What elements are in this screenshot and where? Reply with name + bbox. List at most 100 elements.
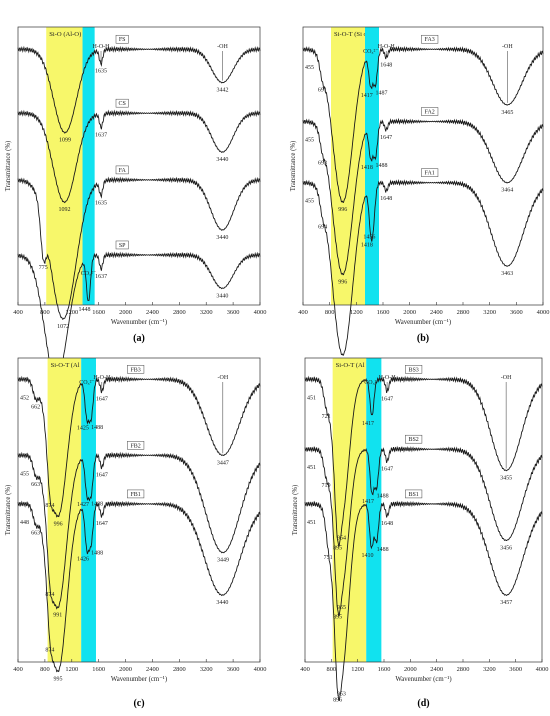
marker-label: -OH bbox=[502, 44, 513, 50]
band-label: Si-O (Al-O) bbox=[49, 31, 81, 38]
series-name-box bbox=[115, 34, 129, 44]
chart-panel-d: Si-O-T (Al or Si) 400 800 1200 1600 2000 2400 2… bbox=[292, 357, 549, 709]
peak-label: 1635 bbox=[95, 69, 107, 75]
peak-label: 448 bbox=[20, 520, 29, 526]
peak-label: 955 bbox=[337, 605, 346, 611]
peak-label: 452 bbox=[20, 395, 29, 401]
series-line-fa1 bbox=[302, 179, 544, 356]
x-tick-label: 1600 bbox=[92, 666, 105, 673]
peak-label: 991 bbox=[53, 613, 62, 619]
series-name-bs2: BS2 bbox=[408, 437, 418, 443]
series-name-cs: CS bbox=[119, 101, 126, 107]
peak-label: 874 bbox=[45, 648, 54, 654]
peak-label: 3464 bbox=[501, 188, 513, 194]
series-name-box bbox=[127, 489, 145, 499]
peak-label: 1647 bbox=[380, 135, 392, 141]
series-line-cs bbox=[17, 109, 261, 204]
peak-label: 721 bbox=[322, 414, 331, 420]
series-line-fa2 bbox=[302, 117, 544, 276]
series-line-bs1 bbox=[304, 500, 543, 702]
panel-caption: (b) bbox=[417, 333, 429, 344]
x-tick-label: 3600 bbox=[509, 666, 522, 673]
x-tick-label: 2800 bbox=[457, 309, 470, 316]
x-tick-label: 2000 bbox=[404, 666, 417, 673]
peak-label: 3440 bbox=[216, 600, 228, 606]
series-name-box bbox=[405, 489, 423, 499]
peak-label: 1092 bbox=[59, 207, 71, 213]
peak-label: 3440 bbox=[216, 157, 228, 163]
peak-label: 1647 bbox=[381, 466, 393, 472]
peak-label: 663 bbox=[31, 531, 40, 537]
peak-label: 1488 bbox=[91, 551, 103, 557]
peak-label: 1488 bbox=[376, 163, 388, 169]
marker-label: H-O-H bbox=[378, 44, 396, 50]
peak-label: 874 bbox=[45, 503, 54, 509]
band-cyan bbox=[82, 27, 95, 305]
carbonate-label: CO₃²⁻ bbox=[81, 271, 96, 277]
series-line-fs bbox=[17, 45, 261, 134]
band-yellow bbox=[331, 27, 365, 305]
series-name-bs3: BS3 bbox=[408, 367, 418, 373]
series-name-fa: FA bbox=[119, 168, 127, 174]
band-cyan bbox=[81, 358, 96, 662]
x-tick-label: 1200 bbox=[65, 666, 78, 673]
panel-caption: (a) bbox=[133, 333, 145, 344]
peak-label: 3456 bbox=[500, 545, 512, 551]
peak-label: 455 bbox=[305, 199, 314, 205]
plot-frame bbox=[17, 26, 261, 306]
x-tick-label: 2400 bbox=[146, 666, 159, 673]
peak-label: 996 bbox=[338, 207, 347, 213]
peak-label: 3449 bbox=[217, 558, 229, 564]
peak-label: 1647 bbox=[96, 396, 108, 402]
marker-label: H-O-H bbox=[93, 375, 111, 381]
chart-panel-c: Si-O-T (Al or Si) 400 800 1200 1600 2000 2400 2… bbox=[5, 357, 266, 709]
peak-label: 954 bbox=[337, 535, 346, 541]
x-tick-label: 2000 bbox=[403, 309, 416, 316]
x-tick-label: 2800 bbox=[457, 666, 470, 673]
peak-label: 662 bbox=[31, 405, 40, 411]
carbonate-label: CO₃²⁻ bbox=[363, 49, 378, 55]
peak-label: 1426 bbox=[77, 556, 89, 562]
peak-label: 1448 bbox=[78, 307, 90, 313]
peak-label: 3442 bbox=[216, 88, 228, 94]
x-tick-label: 2000 bbox=[119, 309, 132, 316]
series-name-box bbox=[115, 98, 129, 108]
x-tick-label: 800 bbox=[40, 666, 50, 673]
x-tick-label: 2400 bbox=[146, 309, 159, 316]
carbonate-label: CO₃²⁻ bbox=[79, 380, 94, 386]
series-line-fb3 bbox=[17, 375, 261, 518]
peak-label: 895 bbox=[333, 615, 342, 621]
x-axis-label: Wavenumber (cm⁻¹) bbox=[395, 319, 451, 326]
peak-label: 455 bbox=[305, 138, 314, 144]
chart-panel-a: Si-O (Al-O) 400 800 1200 1600 2000 2400 2800 320… bbox=[5, 26, 267, 391]
band-label: Si-O-T (Al or Si) bbox=[51, 362, 96, 369]
peak-label: 1488 bbox=[377, 547, 389, 553]
peak-label: 1488 bbox=[377, 493, 389, 499]
peak-label: 751 bbox=[324, 555, 333, 561]
peak-label: 1647 bbox=[96, 472, 108, 478]
x-tick-label: 800 bbox=[325, 309, 335, 316]
x-tick-label: 1200 bbox=[65, 309, 78, 316]
peak-label: 3455 bbox=[500, 475, 512, 481]
peak-label: 995 bbox=[53, 676, 62, 682]
x-tick-label: 4000 bbox=[254, 309, 267, 316]
peak-label: 1099 bbox=[59, 138, 71, 144]
marker-label: -OH bbox=[217, 375, 228, 381]
series-name-box bbox=[115, 165, 129, 175]
carbonate-label: CO₃²⁻ bbox=[364, 380, 379, 386]
peak-label: 455 bbox=[20, 471, 29, 477]
series-line-fb2 bbox=[17, 451, 261, 610]
peak-label: 996 bbox=[338, 279, 347, 285]
peak-label: 1487 bbox=[375, 91, 387, 97]
peak-label: 1635 bbox=[95, 201, 107, 207]
peak-label: 1456 bbox=[363, 234, 375, 240]
x-tick-label: 2400 bbox=[430, 666, 443, 673]
peak-label: 719 bbox=[322, 483, 331, 489]
x-tick-label: 800 bbox=[327, 666, 337, 673]
peak-label: 1648 bbox=[380, 63, 392, 69]
x-tick-label: 1600 bbox=[378, 666, 391, 673]
peak-label: 691 bbox=[318, 87, 327, 93]
x-tick-label: 4000 bbox=[536, 666, 549, 673]
peak-label: 896 bbox=[333, 698, 342, 704]
